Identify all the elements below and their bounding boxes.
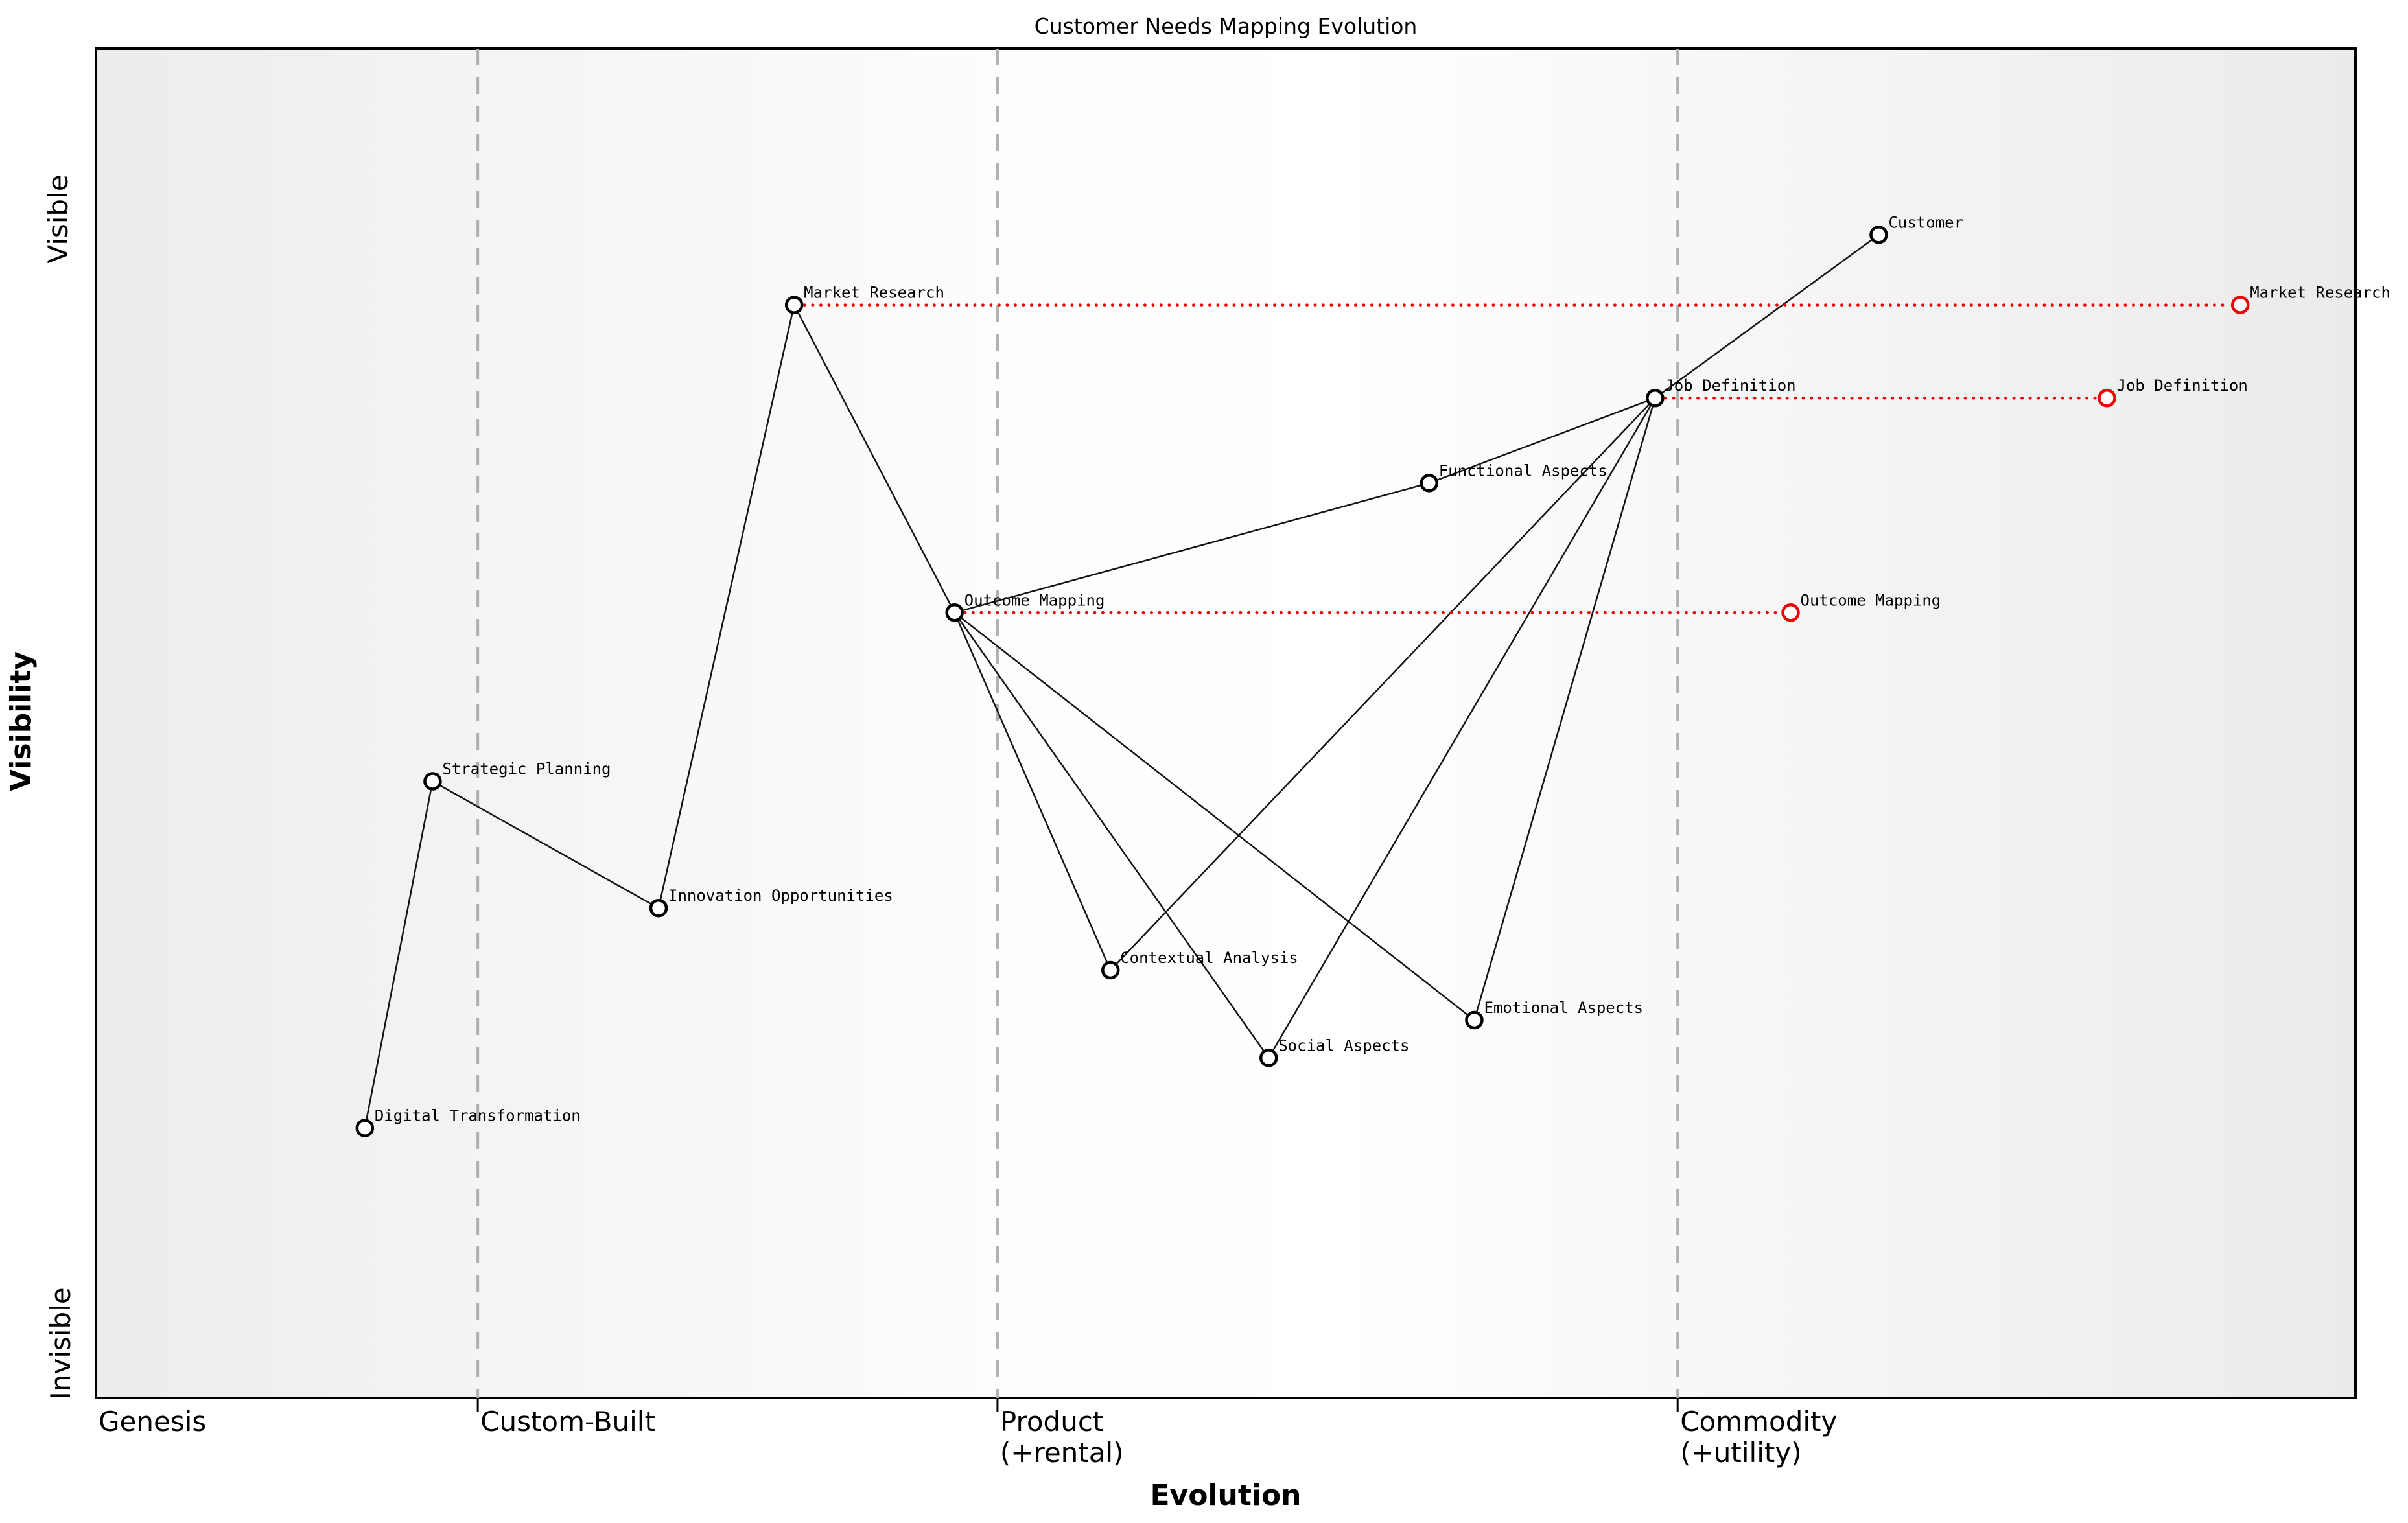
component-node [1259,1049,1278,1067]
edge-line [1654,234,1880,399]
x-stage-label: Commodity (+utility) [1680,1406,1837,1469]
x-stage-label: Custom-Built [480,1406,655,1437]
component-node [423,772,442,791]
component-node-label: Contextual Analysis [1120,949,1298,967]
y-tick-invisible: Invisible [45,1287,76,1399]
component-node [1465,1010,1484,1030]
component-node [1646,388,1665,408]
evolved-node [2098,388,2116,408]
component-node-label: Market Research [804,284,944,302]
stage-boundaries [476,49,1679,1412]
component-node [1101,960,1120,980]
node-labels: Market Research Job Definition Outcome Map… [375,213,2390,1124]
component-node-label: Job Definition [1665,377,1795,395]
component-node-label: Innovation Opportunities [668,887,893,905]
component-node [945,603,964,622]
edge-line [364,781,434,1128]
component-node [649,898,668,918]
x-axis-label: Evolution [1150,1479,1301,1512]
component-node-label: Customer [1888,213,1963,231]
component-nodes [355,226,2250,1137]
edge-line [793,305,955,613]
edge-line [954,482,1430,614]
dependency-edges [364,234,1880,1128]
edge-line [1268,397,1656,1058]
component-node [355,1119,375,1137]
evolved-node-label: Market Research [2250,284,2390,302]
evolved-node-label: Outcome Mapping [1801,591,1941,609]
component-node [1420,474,1438,493]
chart-title: Customer Needs Mapping Evolution [1035,14,1418,39]
edge-line [1429,397,1655,484]
component-node-label: Emotional Aspects [1484,999,1643,1017]
edge-line [1473,397,1656,1021]
edge-line [953,612,1112,971]
edge-line [953,612,1270,1059]
plot-area [95,47,2357,1399]
y-axis-label: Visibility [5,651,38,791]
edge-line [657,305,795,909]
x-stage-label: Product (+rental) [1000,1406,1124,1469]
edge-line [1110,397,1656,971]
component-node-label: Strategic Planning [442,760,611,778]
evolution-arrows [802,303,2232,614]
edge-line [432,780,659,909]
component-node-label: Social Aspects [1278,1036,1409,1054]
evolved-node-label: Job Definition [2117,377,2248,395]
component-node-label: Functional Aspects [1439,461,1607,480]
edge-line [953,612,1475,1021]
component-node-label: Digital Transformation [375,1107,581,1125]
stage-labels: Genesis Custom-Built Product (+rental) Commo… [99,1406,1837,1469]
y-tick-visible: Visible [42,174,74,263]
evolved-node [1781,603,1800,622]
component-node-label: Outcome Mapping [964,591,1105,609]
x-stage-label: Genesis [99,1406,206,1437]
evolved-node [2230,296,2250,314]
component-node [1869,226,1888,244]
component-node [784,296,804,314]
